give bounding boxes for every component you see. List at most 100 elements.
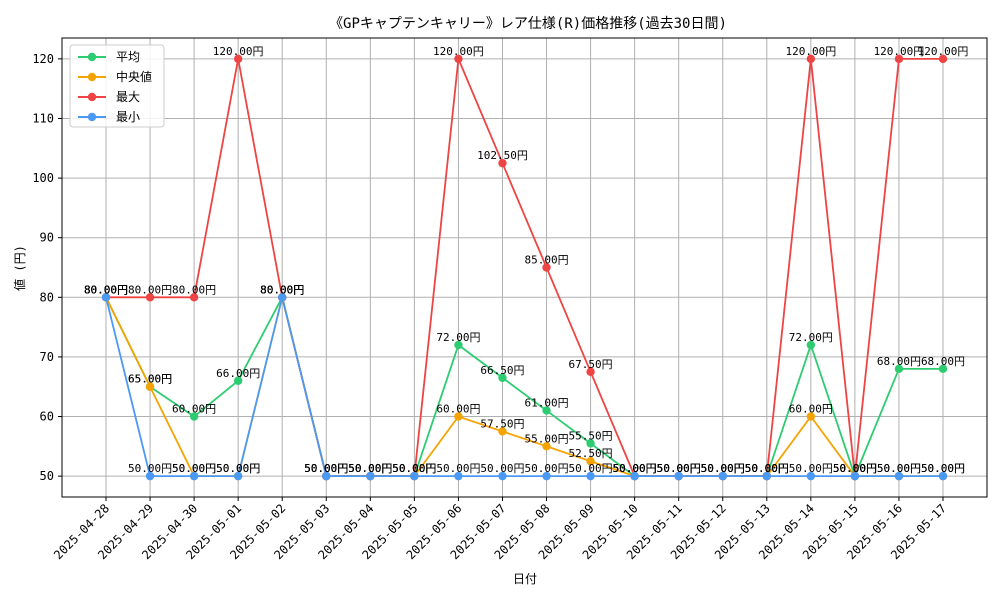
data-label: 50.00円	[701, 462, 745, 475]
plot-frame	[61, 37, 988, 498]
data-label: 120.00円	[874, 45, 925, 58]
data-point	[806, 340, 816, 350]
data-point	[454, 54, 463, 64]
data-label: 50.00円	[657, 462, 701, 475]
data-label: 50.00円	[789, 462, 833, 475]
data-label: 50.00円	[701, 462, 745, 475]
chart-title: 《GPキャプテンキャリー》レア仕様(R)価格推移(過去30日間)	[329, 16, 727, 32]
data-label: 61.00円	[524, 397, 568, 410]
data-label: 80.00円	[84, 283, 128, 296]
data-point	[542, 442, 551, 451]
legend-label: 最小	[116, 110, 140, 124]
data-label: 50.00円	[304, 462, 348, 475]
data-label: 120.00円	[433, 45, 484, 58]
data-label: 60.00円	[172, 403, 216, 416]
data-label: 72.00円	[436, 331, 480, 344]
data-point	[189, 293, 199, 302]
data-label: 50.00円	[480, 462, 524, 475]
data-label: 68.00円	[921, 355, 965, 368]
data-point	[586, 471, 595, 481]
data-point	[498, 471, 507, 481]
data-label: 50.00円	[833, 462, 877, 475]
data-point	[806, 471, 816, 481]
data-label: 102.50円	[477, 149, 528, 162]
data-label: 50.00円	[877, 462, 921, 475]
data-point	[586, 457, 595, 466]
data-point	[586, 439, 595, 448]
data-label: 50.00円	[921, 462, 965, 475]
data-label: 50.00円	[745, 462, 789, 475]
data-label: 66.00円	[216, 367, 260, 380]
data-label: 50.00円	[348, 462, 392, 475]
series-layer	[101, 54, 948, 481]
series-line	[106, 57, 943, 478]
data-label: 50.00円	[348, 462, 392, 475]
y-tick-label: 100	[32, 171, 54, 185]
y-axis-label: 値 (円)	[12, 245, 27, 291]
data-point	[850, 471, 860, 481]
data-label: 50.00円	[392, 462, 436, 475]
data-point	[762, 471, 771, 481]
data-point	[366, 471, 375, 481]
series-line	[105, 294, 943, 479]
data-label: 50.00円	[436, 462, 480, 475]
data-point	[145, 471, 155, 481]
data-label: 120.00円	[213, 45, 264, 58]
data-point	[145, 382, 155, 391]
data-label: 50.00円	[304, 462, 348, 475]
data-point	[542, 263, 551, 272]
y-tick-label: 80	[40, 290, 54, 304]
legend-label: 平均	[116, 50, 140, 64]
data-label: 80.00円	[260, 283, 304, 296]
x-axis-label: 日付	[513, 572, 537, 586]
data-label: 66.50円	[480, 364, 524, 377]
data-point	[410, 471, 419, 481]
data-label: 52.50円	[569, 447, 613, 460]
data-label: 50.00円	[657, 462, 701, 475]
data-label: 50.00円	[745, 462, 789, 475]
data-point	[938, 54, 948, 64]
data-label: 50.00円	[348, 462, 392, 475]
data-label: 50.00円	[304, 462, 348, 475]
data-label: 50.00円	[348, 462, 392, 475]
data-point	[498, 373, 507, 382]
data-point	[498, 427, 507, 436]
data-label: 50.00円	[833, 462, 877, 475]
data-point	[586, 367, 595, 377]
data-label: 55.50円	[569, 429, 613, 442]
data-point	[718, 471, 727, 481]
data-label: 50.00円	[569, 462, 613, 475]
data-label: 50.00円	[524, 462, 568, 475]
data-label: 50.00円	[172, 462, 216, 475]
data-point	[454, 412, 463, 421]
y-tick-label: 110	[32, 111, 54, 125]
data-label: 80.00円	[84, 283, 128, 296]
legend-box	[69, 44, 165, 128]
y-tick-label: 120	[32, 52, 54, 66]
data-label: 65.00円	[128, 373, 172, 386]
data-point	[498, 158, 507, 168]
y-tick-label: 90	[40, 231, 54, 245]
data-label: 50.00円	[304, 462, 348, 475]
data-label: 50.00円	[613, 462, 657, 475]
data-label: 50.00円	[657, 462, 701, 475]
data-label: 50.00円	[745, 462, 789, 475]
y-tick-label: 70	[40, 350, 54, 364]
data-point	[189, 471, 199, 481]
legend-swatch-marker	[87, 72, 97, 82]
data-label: 50.00円	[392, 462, 436, 475]
data-label: 50.00円	[701, 462, 745, 475]
data-point	[806, 412, 816, 421]
data-point	[674, 471, 683, 481]
data-label: 50.00円	[745, 462, 789, 475]
data-label: 120.00円	[918, 45, 969, 58]
legend-swatch-marker	[87, 92, 97, 102]
data-label: 50.00円	[877, 462, 921, 475]
data-label: 50.00円	[172, 462, 216, 475]
data-point	[454, 340, 463, 350]
data-point	[542, 406, 551, 415]
data-point	[894, 54, 904, 64]
